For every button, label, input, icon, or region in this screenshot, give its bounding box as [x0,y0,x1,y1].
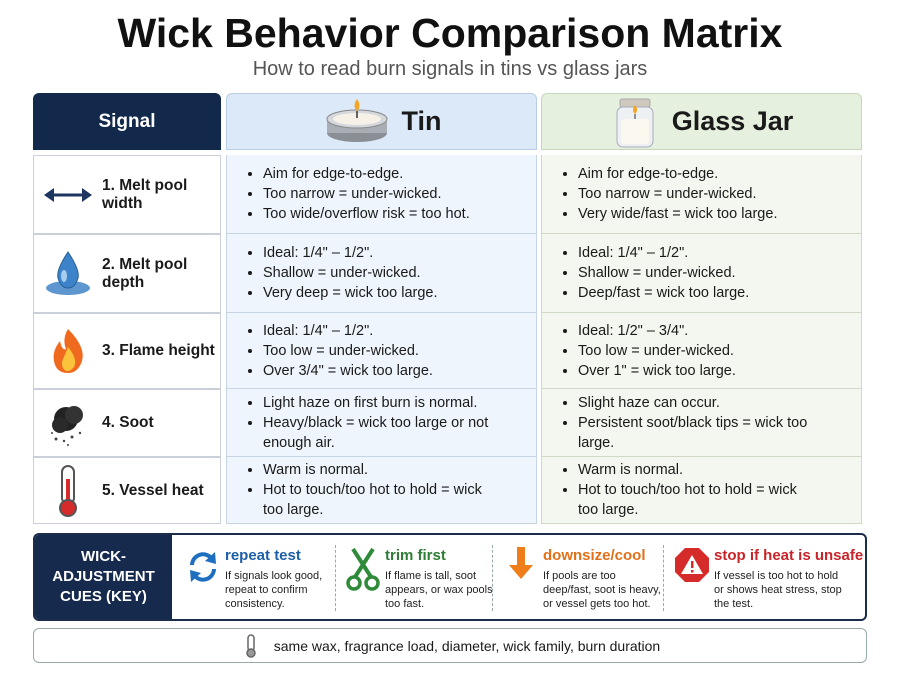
bullet-list: Ideal: 1/4" – 1/2".Shallow = under-wicke… [227,243,438,303]
signal-label: 3. Flame height [102,342,215,359]
signal-label: 2. Melt pool depth [102,255,188,291]
tin-cell: Ideal: 1/4" – 1/2".Too low = under-wicke… [226,313,537,389]
key-text: If flame is tall, soot appears, or wax p… [385,570,493,610]
bullet: Shallow = under-wicked. [263,263,438,283]
down-arrow-icon [509,547,533,579]
bullet: Aim for edge-to-edge. [263,164,470,184]
header-cell: Tin [226,93,537,150]
thermometer-icon [59,464,77,517]
signal-label: 1. Melt pool width [102,176,188,212]
key-label: trim first [385,547,446,564]
bullet: Too narrow = under-wicked. [578,184,777,204]
subtitle: How to read burn signals in tins vs glas… [252,58,648,80]
footer-text: same wax, fragrance load, diameter, wick… [273,637,661,654]
signal-label: 4. Soot [102,414,154,431]
signal-label: 5. Vessel heat [102,481,204,499]
header-cell: Signal [33,93,221,150]
bullet-list: Aim for edge-to-edge.Too narrow = under-… [227,164,470,224]
key-panel: WICK-ADJUSTMENT CUES (KEY) repeat test I… [33,533,867,621]
column-header: Signal [98,110,156,132]
key-item: downsize/cool If pools are too deep/fast… [501,543,661,613]
bullet: Heavy/black = wick too large or not enou… [263,413,493,453]
footer: same wax, fragrance load, diameter, wick… [33,628,867,663]
jar-cell: Ideal: 1/4" – 1/2".Shallow = under-wicke… [541,234,862,313]
key-text: If pools are too deep/fast, soot is heav… [543,570,661,610]
separator [492,545,493,611]
tin-cell: Ideal: 1/4" – 1/2".Shallow = under-wicke… [226,234,537,313]
key-item: repeat test If signals look good, repeat… [183,543,343,613]
jar-cell: Warm is normal.Hot to touch/too hot to h… [541,457,862,524]
bullet: Ideal: 1/4" – 1/2". [578,243,749,263]
header-cell: Glass Jar [541,93,862,150]
bullet: Very wide/fast = wick too large. [578,204,777,224]
bullet: Too wide/overflow risk = too hot. [263,204,470,224]
bullet: Too low = under-wicked. [578,341,736,361]
bullet-list: Aim for edge-to-edge.Too narrow = under-… [542,164,777,224]
key-label: repeat test [225,547,301,564]
jar-cell: Aim for edge-to-edge.Too narrow = under-… [541,155,862,234]
key-label: downsize/cool [543,547,646,564]
bullet-list: Light haze on first burn is normal.Heavy… [227,393,493,453]
key-text: If signals look good, repeat to confirm … [225,570,323,610]
key-title: WICK-ADJUSTMENT CUES (KEY) [35,535,172,619]
column-header: Glass Jar [671,106,794,136]
bullet: Ideal: 1/2" – 3/4". [578,321,736,341]
key-label: stop if heat is unsafe [714,547,864,564]
title: Wick Behavior Comparison Matrix [117,10,783,56]
tin-icon [326,98,387,142]
stop-icon [675,548,709,582]
tin-cell: Aim for edge-to-edge.Too narrow = under-… [226,155,537,234]
bullet: Ideal: 1/4" – 1/2". [263,321,433,341]
column-header: Tin [401,106,442,136]
bullet: Over 1" = wick too large. [578,361,736,381]
bullet-list: Slight haze can occur.Persistent soot/bl… [542,393,808,453]
drop-icon [46,250,90,295]
bullet: Persistent soot/black tips = wick too la… [578,413,808,453]
bullet: Ideal: 1/4" – 1/2". [263,243,438,263]
bullet: Too narrow = under-wicked. [263,184,470,204]
separator [335,545,336,611]
bullet: Warm is normal. [263,460,503,480]
repeat-icon [190,552,216,582]
footer-icon [246,633,256,658]
bullet: Too low = under-wicked. [263,341,433,361]
key-item: stop if heat is unsafe If vessel is too … [672,543,864,613]
bullet-list: Warm is normal.Hot to touch/too hot to h… [542,460,818,520]
bullet: Warm is normal. [578,460,818,480]
bullet-list: Ideal: 1/4" – 1/2".Shallow = under-wicke… [542,243,749,303]
bullet: Hot to touch/too hot to hold = wick too … [578,480,818,520]
jar-cell: Ideal: 1/2" – 3/4".Too low = under-wicke… [541,313,862,389]
bullet: Light haze on first burn is normal. [263,393,493,413]
tin-cell: Light haze on first burn is normal.Heavy… [226,389,537,457]
bullet: Slight haze can occur. [578,393,808,413]
signal-cell: 1. Melt pool width [33,155,221,234]
signal-cell: 5. Vessel heat [33,457,221,524]
width-icon [44,187,92,202]
bullet: Over 3/4" = wick too large. [263,361,433,381]
key-text: If vessel is too hot to hold or shows he… [714,570,842,610]
separator [663,545,664,611]
key-item: trim first If flame is tall, soot appear… [343,543,503,613]
tin-cell: Warm is normal.Hot to touch/too hot to h… [226,457,537,524]
signal-cell: 2. Melt pool depth [33,234,221,313]
bullet-list: Ideal: 1/2" – 3/4".Too low = under-wicke… [542,321,736,381]
signal-cell: 3. Flame height [33,313,221,389]
bullet: Hot to touch/too hot to hold = wick too … [263,480,503,520]
bullet: Shallow = under-wicked. [578,263,749,283]
jar-icon [616,98,654,147]
bullet-list: Ideal: 1/4" – 1/2".Too low = under-wicke… [227,321,433,381]
bullet: Aim for edge-to-edge. [578,164,777,184]
scissors-icon [346,547,380,591]
bullet-list: Warm is normal.Hot to touch/too hot to h… [227,460,503,520]
jar-cell: Slight haze can occur.Persistent soot/bl… [541,389,862,457]
flame-icon [53,329,83,373]
soot-icon [51,406,83,446]
bullet: Deep/fast = wick too large. [578,283,749,303]
bullet: Very deep = wick too large. [263,283,438,303]
signal-cell: 4. Soot [33,389,221,457]
